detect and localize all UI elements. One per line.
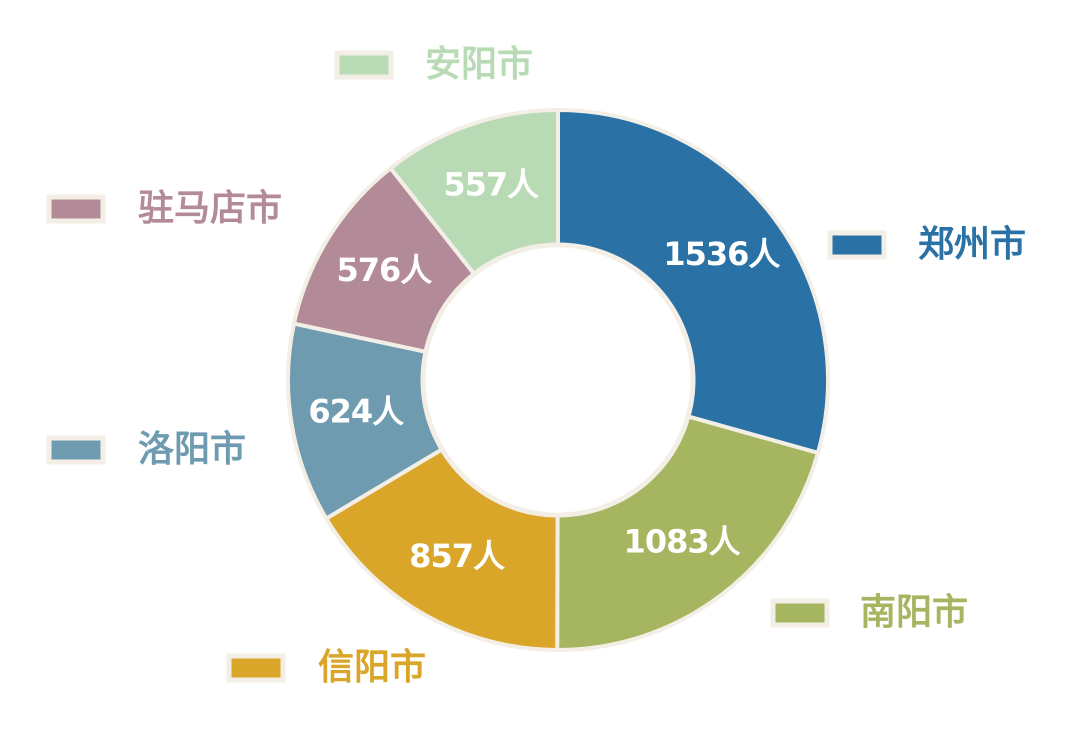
legend-label: 驻马店市 (138, 188, 282, 229)
value-label: 1083人 (624, 523, 741, 561)
legend-label: 郑州市 (918, 224, 1026, 265)
legend-label: 南阳市 (860, 592, 968, 633)
donut-hole-ring (420, 242, 696, 518)
value-label: 624人 (308, 393, 404, 431)
value-label: 557人 (443, 165, 539, 203)
legend-label: 洛阳市 (138, 429, 246, 470)
legend-swatch (770, 598, 830, 628)
legend-swatch (46, 194, 106, 224)
value-label: 1536人 (663, 235, 780, 273)
legend-swatch (334, 50, 394, 80)
legend-label: 安阳市 (425, 44, 533, 85)
legend-label: 信阳市 (318, 647, 426, 688)
value-label: 576人 (336, 251, 432, 289)
value-label: 857人 (409, 537, 505, 575)
legend-swatch (226, 653, 286, 683)
legend-swatch (46, 435, 106, 465)
legend-swatch (827, 230, 887, 260)
